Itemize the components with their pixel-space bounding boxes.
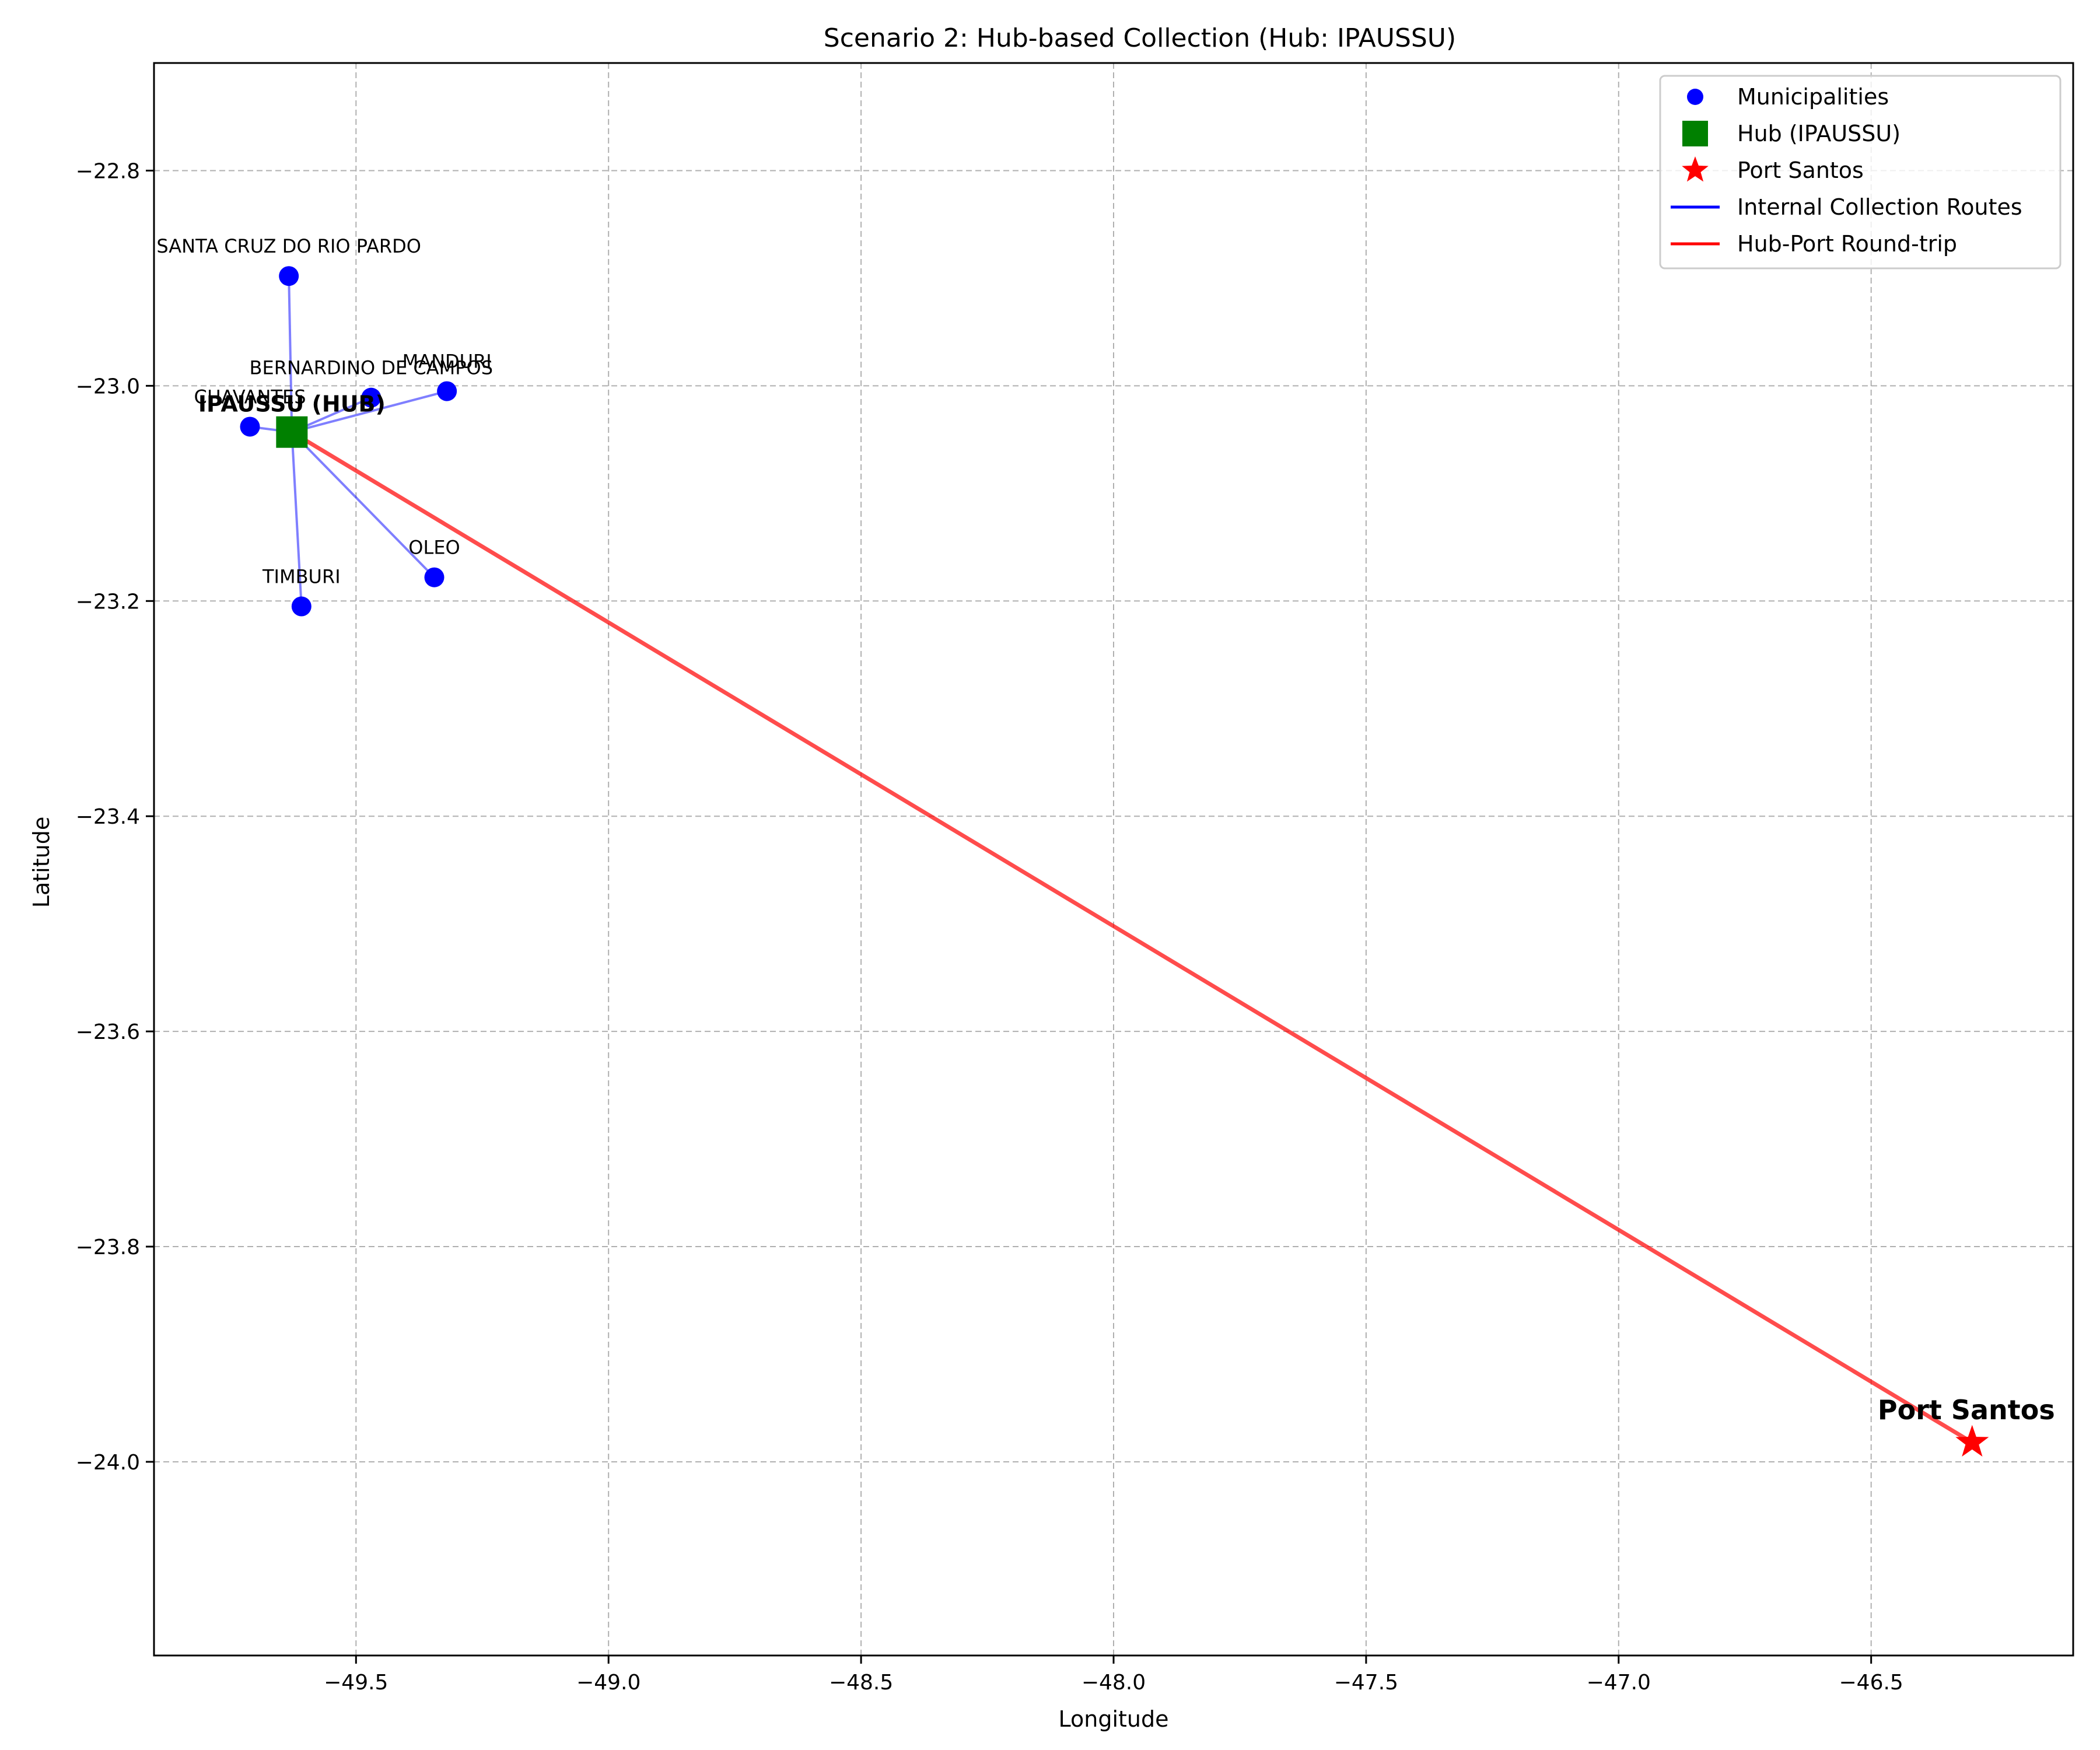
legend-municipality-marker <box>1687 89 1703 105</box>
y-tick-label: −23.4 <box>76 805 140 829</box>
y-tick-label: −23.2 <box>76 590 140 614</box>
municipality-point <box>240 416 260 437</box>
municipality-point <box>424 567 444 587</box>
y-axis-label: Latitude <box>29 817 54 908</box>
port-label: Port Santos <box>1878 1394 2055 1426</box>
municipality-point <box>279 266 299 286</box>
municipality-label: TIMBURI <box>262 566 341 588</box>
municipality-point <box>291 596 312 617</box>
chart-title: Scenario 2: Hub-based Collection (Hub: I… <box>824 23 1456 53</box>
internal-route-line <box>288 276 293 432</box>
internal-route-line <box>290 431 435 579</box>
x-tick-label: −47.0 <box>1587 1671 1651 1695</box>
x-tick-label: −49.5 <box>324 1671 388 1695</box>
hub-port-route-line <box>290 430 1973 1444</box>
legend: Municipalities Hub (IPAUSSU) Port Santos In… <box>1659 75 2062 270</box>
municipality-label: MANDURI <box>402 351 492 373</box>
internal-route-line <box>290 432 303 607</box>
municipality-point <box>437 381 457 401</box>
legend-box <box>1659 75 2062 270</box>
legend-port-marker <box>1682 156 1709 182</box>
point-labels: SANTA CRUZ DO RIO PARDO BERNARDINO DE CAM… <box>156 235 2054 1426</box>
hub-label: IPAUSSU (HUB) <box>198 391 386 417</box>
axis-ticks: −49.5 −49.0 −48.5 −48.0 −47.5 −47.0 −46.5 −22.8… <box>76 159 1903 1695</box>
x-axis-label: Longitude <box>1059 1706 1169 1732</box>
x-tick-label: −46.5 <box>1839 1671 1903 1695</box>
legend-hub-marker <box>1682 121 1708 146</box>
municipality-label: OLEO <box>408 537 460 559</box>
municipality-label: CHAVANTES <box>194 386 306 408</box>
hub-point <box>276 416 308 448</box>
grid <box>154 63 2073 1656</box>
internal-route-line <box>291 390 447 433</box>
legend-entry-label: Port Santos <box>1737 158 1864 183</box>
municipality-point <box>361 387 382 408</box>
routes <box>250 276 1973 1444</box>
y-tick-label: −23.8 <box>76 1236 140 1259</box>
port-point <box>1955 1424 1989 1457</box>
y-tick-label: −23.0 <box>76 374 140 398</box>
x-tick-label: −48.5 <box>829 1671 893 1695</box>
y-tick-label: −22.8 <box>76 159 140 183</box>
x-tick-label: −47.5 <box>1334 1671 1398 1695</box>
municipality-label: SANTA CRUZ DO RIO PARDO <box>156 235 421 257</box>
x-tick-label: −48.0 <box>1082 1671 1146 1695</box>
legend-entry-label: Hub (IPAUSSU) <box>1737 121 1901 146</box>
markers <box>240 266 1989 1457</box>
y-tick-label: −24.0 <box>76 1451 140 1475</box>
municipality-label: BERNARDINO DE CAMPOS <box>250 357 494 379</box>
x-tick-label: −49.0 <box>576 1671 640 1695</box>
legend-entry-label: Internal Collection Routes <box>1737 194 2022 220</box>
legend-entry-label: Hub-Port Round-trip <box>1737 231 1957 257</box>
legend-entry-label: Municipalities <box>1737 84 1889 110</box>
y-tick-label: −23.6 <box>76 1020 140 1044</box>
